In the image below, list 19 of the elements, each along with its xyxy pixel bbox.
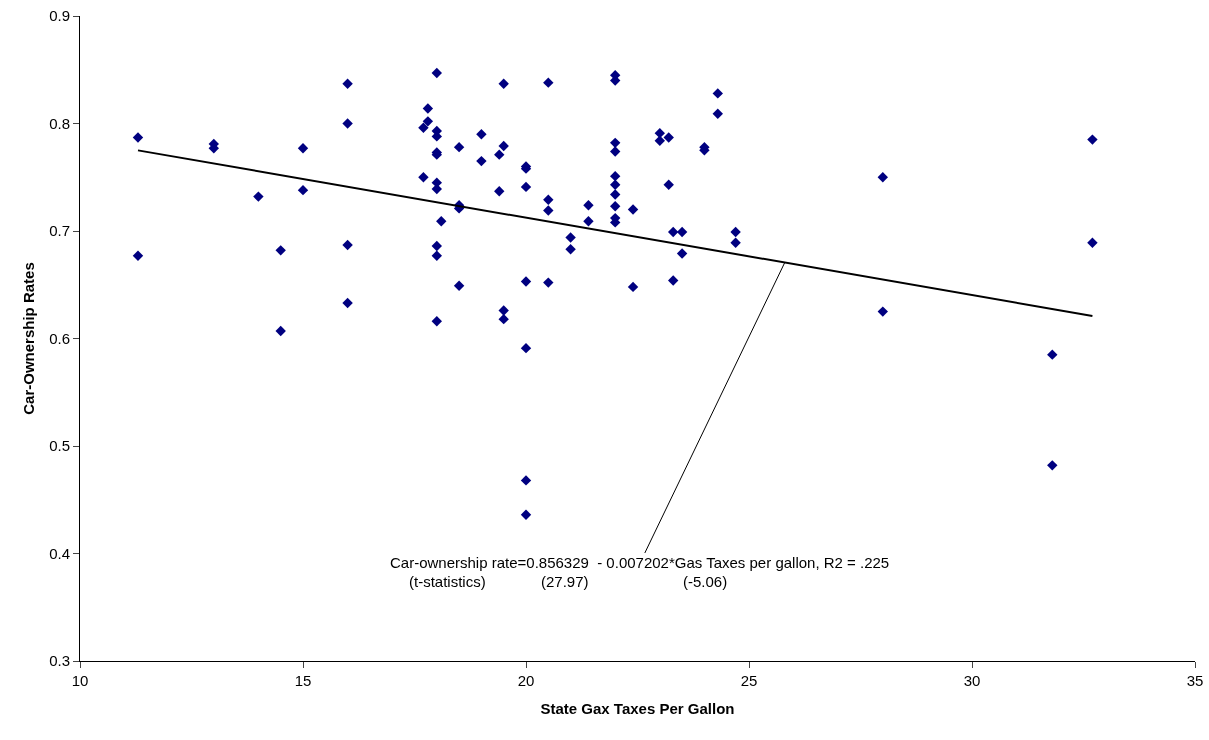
annotation: (-5.06) [683,573,728,590]
annotation: (t-statistics) [409,573,486,590]
y-tick-label: 0.9 [49,7,70,25]
x-tick-label: 30 [963,672,981,689]
y-tick-label: 0.6 [49,329,70,347]
x-tick-label: 15 [294,672,312,689]
x-axis-title: State Gax Taxes Per Gallon [540,700,735,717]
y-tick-label: 0.4 [49,544,70,562]
x-tick-label: 10 [71,672,89,689]
y-tick-label: 0.7 [49,222,70,240]
x-tick-label: 20 [517,672,535,689]
y-tick-label: 0.3 [49,652,70,670]
annotation: (27.97) [541,573,589,590]
x-tick-label: 25 [740,672,758,689]
y-axis-title: Car-Ownership Rates [20,262,38,415]
y-tick-label: 0.8 [49,114,70,132]
y-tick-label: 0.5 [49,437,70,455]
x-tick-label: 35 [1186,672,1204,689]
annotation: Car-ownership rate=0.856329 - 0.007202*Gas Taxes per gallon, R2 = .225 [390,554,890,571]
